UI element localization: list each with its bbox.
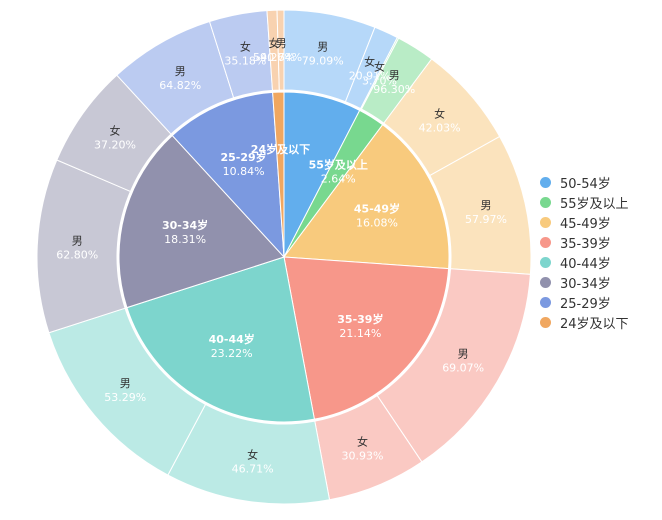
outer-slice-value: 20.91% [349, 70, 391, 83]
outer-slice-label: 男 [120, 377, 131, 390]
outer-slice-label: 男 [317, 41, 328, 54]
outer-slice-value: 40.74% [260, 51, 302, 64]
outer-slice-value: 79.09% [302, 55, 344, 68]
inner-slice-value: 2.64% [321, 172, 356, 185]
legend-marker [540, 236, 551, 248]
inner-slice [126, 256, 315, 423]
legend-item[interactable]: 50-54岁 [540, 172, 660, 192]
outer-slice-label: 女 [357, 435, 368, 449]
outer-slice-label: 女 [247, 448, 258, 462]
legend-marker [540, 296, 551, 308]
legend-item[interactable]: 40-44岁 [540, 252, 660, 272]
outer-slice-label: 女 [109, 123, 120, 137]
outer-slice-label: 男 [389, 69, 400, 82]
inner-slice-value: 10.84% [223, 165, 265, 178]
inner-slice-value: 21.14% [339, 327, 381, 340]
outer-slice-value: 62.80% [56, 248, 98, 261]
legend-item[interactable]: 45-49岁 [540, 212, 660, 232]
inner-slice-value: 16.08% [356, 216, 398, 229]
outer-slice-label: 男 [458, 348, 469, 361]
legend-label: 35-39岁 [560, 236, 611, 252]
inner-slice [118, 134, 285, 309]
outer-slice-value: 59.26% [253, 51, 295, 64]
inner-slice [283, 124, 450, 270]
outer-slice-value: 64.82% [159, 79, 201, 92]
legend-item[interactable]: 25-29岁 [540, 292, 660, 312]
outer-slice-value: 57.97% [465, 213, 507, 226]
legend-marker [540, 316, 551, 328]
outer-slice-label: 女 [434, 107, 445, 121]
legend-marker [540, 276, 551, 288]
inner-slice-label: 45-49岁 [354, 201, 400, 215]
outer-slice-value: 53.29% [104, 391, 146, 404]
legend-item[interactable]: 35-39岁 [540, 232, 660, 252]
legend-marker [540, 216, 551, 228]
outer-slice-label: 男 [175, 65, 186, 78]
inner-slice-label: 55岁及以上 [309, 157, 368, 171]
outer-slice-label: 男 [481, 199, 492, 212]
legend-marker [540, 176, 551, 188]
outer-slice-value: 96.30% [373, 83, 415, 96]
outer-slice-value: 37.20% [94, 138, 136, 151]
outer-slice-value: 35.18% [224, 55, 266, 68]
legend-label: 40-44岁 [560, 256, 611, 272]
outer-slice-label: 女 [268, 36, 279, 50]
inner-slice [171, 91, 285, 259]
legend-item[interactable]: 30-34岁 [540, 272, 660, 292]
outer-slice-label: 女 [374, 59, 385, 73]
inner-slice [283, 256, 450, 420]
inner-slice-label: 40-44岁 [209, 332, 255, 346]
outer-slice-label: 女 [364, 55, 375, 69]
legend-item[interactable]: 55岁及以上 [540, 192, 660, 212]
outer-slice-value: 3.70% [362, 74, 397, 87]
legend-label: 50-54岁 [560, 176, 611, 192]
inner-slice-label: 24岁及以下 [251, 142, 310, 156]
outer-slice-value: 46.71% [232, 463, 274, 476]
legend-label: 24岁及以下 [560, 316, 629, 332]
inner-slice-value: 18.31% [164, 233, 206, 246]
legend: 50-54岁 55岁及以上 45-49岁 35-39岁 40-44岁 30-34… [540, 172, 660, 332]
legend-marker [540, 256, 551, 268]
legend-marker [540, 196, 551, 208]
inner-slice-label: 35-39岁 [337, 312, 383, 326]
inner-slice-label: 25-29岁 [220, 150, 266, 164]
legend-label: 55岁及以上 [560, 196, 629, 212]
outer-slice-value: 30.93% [341, 450, 383, 463]
outer-slice [276, 9, 285, 91]
legend-item[interactable]: 24岁及以下 [540, 312, 660, 332]
legend-label: 30-34岁 [560, 276, 611, 292]
inner-slice-label: 30-34岁 [162, 218, 208, 232]
legend-label: 25-29岁 [560, 296, 611, 312]
inner-slice-value: 23.22% [211, 347, 253, 360]
outer-slice-value: 69.07% [442, 362, 484, 375]
inner-slice [272, 91, 285, 258]
outer-slice-label: 女 [240, 40, 251, 54]
outer-slice-value: 42.03% [419, 122, 461, 135]
outer-slice-label: 男 [72, 234, 83, 247]
outer-slice-label: 男 [276, 37, 287, 50]
legend-label: 45-49岁 [560, 216, 611, 232]
